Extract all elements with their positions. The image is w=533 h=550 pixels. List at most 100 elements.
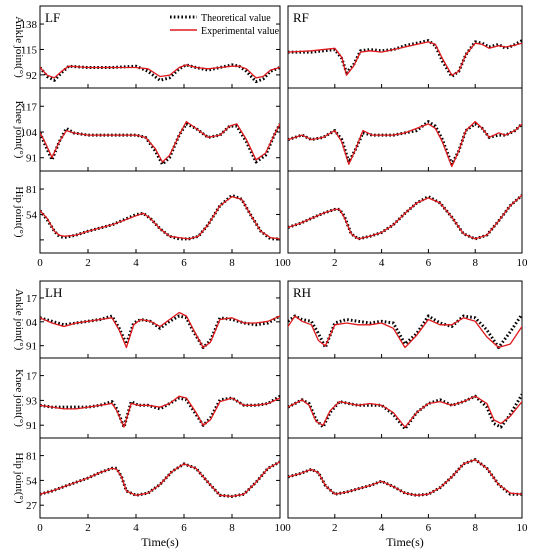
panel-rh: 0 2 4 6 8 10 RH Time(s) [285, 280, 529, 549]
experimental-series-line [288, 395, 522, 428]
subplot-frame [39, 280, 281, 359]
x-tick-label: 4 [133, 522, 139, 534]
x-tick-label: 0 [37, 522, 43, 534]
x-tick-label: 6 [426, 522, 432, 534]
y-tick-label: 91 [26, 420, 37, 432]
y-tick-label: 91 [26, 341, 37, 353]
ankle-axis-label: Ankle joint(°) [13, 289, 25, 351]
subplot-rf-hip [287, 170, 523, 254]
y-tick-label: 138 [21, 19, 38, 31]
subplot-frame [287, 170, 523, 254]
x-tick-label: 10 [275, 257, 287, 269]
panel-label-rf: RF [293, 10, 309, 25]
subplot-frame [287, 87, 523, 172]
legend: Theoretical value Experimental value [170, 13, 280, 37]
x-tick-label: 2 [85, 257, 91, 269]
experimental-series-line [40, 395, 280, 428]
x-tick-label: 4 [379, 522, 385, 534]
x-tick-label: 10 [517, 257, 529, 269]
x-tick-label: 8 [472, 522, 478, 534]
knee-axis-label: Knee joint(°) [13, 369, 25, 427]
legend-theoretical-label: Theoretical value [201, 13, 271, 24]
x-tick-label: 6 [426, 257, 432, 269]
theoretical-series-line [40, 193, 280, 241]
experimental-series-line [288, 41, 522, 76]
subplot-rh-ankle [287, 280, 523, 359]
panel-label-lh: LH [45, 285, 62, 300]
x-tick-label: 0 [285, 522, 291, 534]
y-tick-label: 54 [26, 475, 38, 487]
x-tick-label: 0 [285, 257, 291, 269]
y-tick-label: 81 [26, 451, 37, 463]
subplot-rf-ankle [287, 5, 523, 89]
x-tick-label: 10 [275, 522, 287, 534]
panel-label-lf: LF [45, 10, 60, 25]
subplot-frame [287, 437, 523, 519]
y-tick-label: 17 [26, 371, 38, 383]
experimental-series-line [288, 315, 522, 349]
y-tick-label: 81 [26, 184, 37, 196]
theoretical-series-line [288, 313, 522, 349]
experimental-series-line [288, 458, 522, 496]
panel-label-rh: RH [293, 285, 311, 300]
y-tick-label: 115 [21, 44, 38, 56]
y-tick-label: 54 [26, 209, 38, 221]
theoretical-series-line [288, 120, 522, 166]
x-tick-label: 8 [472, 257, 478, 269]
panel-rf: 0 2 4 6 8 10 RF [285, 5, 529, 269]
experimental-series-line [40, 120, 280, 163]
x-tick-label: 4 [379, 257, 385, 269]
subplot-frame [39, 357, 281, 439]
y-tick-label: 27 [26, 500, 38, 512]
x-tick-label: 6 [181, 257, 187, 269]
theoretical-series-line [40, 122, 280, 166]
subplot-rf-knee [287, 87, 523, 172]
subplot-frame [39, 437, 281, 519]
experimental-series-line [288, 120, 522, 168]
knee-axis-label: Knee joint(°) [13, 101, 25, 159]
subplot-rh-knee [287, 357, 523, 439]
legend-experimental-label: Experimental value [201, 26, 280, 37]
experimental-series-line [40, 461, 280, 498]
x-axis-title: Time(s) [386, 535, 424, 549]
theoretical-series-line [40, 394, 280, 429]
x-tick-label: 0 [37, 257, 43, 269]
ankle-axis-label: Ankle joint(°) [13, 16, 25, 78]
x-tick-label: 6 [181, 522, 187, 534]
experimental-series-line [288, 194, 522, 240]
experimental-series-line [40, 195, 280, 240]
y-tick-label: 91 [26, 153, 37, 165]
y-tick-label: 17 [26, 293, 38, 305]
theoretical-series-line [288, 194, 522, 241]
subplot-frame [39, 170, 281, 254]
x-tick-label: 10 [517, 522, 529, 534]
x-tick-label: 2 [332, 522, 338, 534]
x-tick-label: 2 [85, 522, 91, 534]
hip-axis-label: Hip joint(°) [13, 452, 25, 503]
x-axis-title: Time(s) [141, 535, 179, 549]
hip-axis-label: Hip joint(°) [13, 186, 25, 237]
theoretical-series-line [40, 314, 280, 349]
x-tick-label: 2 [332, 257, 338, 269]
experimental-series-line [40, 311, 280, 349]
y-tick-label: 93 [26, 395, 38, 407]
theoretical-series-line [40, 460, 280, 498]
x-tick-label: 4 [133, 257, 139, 269]
y-tick-label: 04 [26, 317, 38, 329]
theoretical-series-line [288, 458, 522, 497]
y-tick-label: 104 [21, 127, 38, 139]
theoretical-series-line [288, 39, 522, 78]
experimental-series-line [40, 64, 280, 79]
subplot-rh-hip [287, 437, 523, 519]
theoretical-series-line [288, 393, 522, 431]
y-tick-label: 92 [26, 70, 37, 82]
x-tick-label: 8 [229, 257, 235, 269]
x-tick-label: 8 [229, 522, 235, 534]
